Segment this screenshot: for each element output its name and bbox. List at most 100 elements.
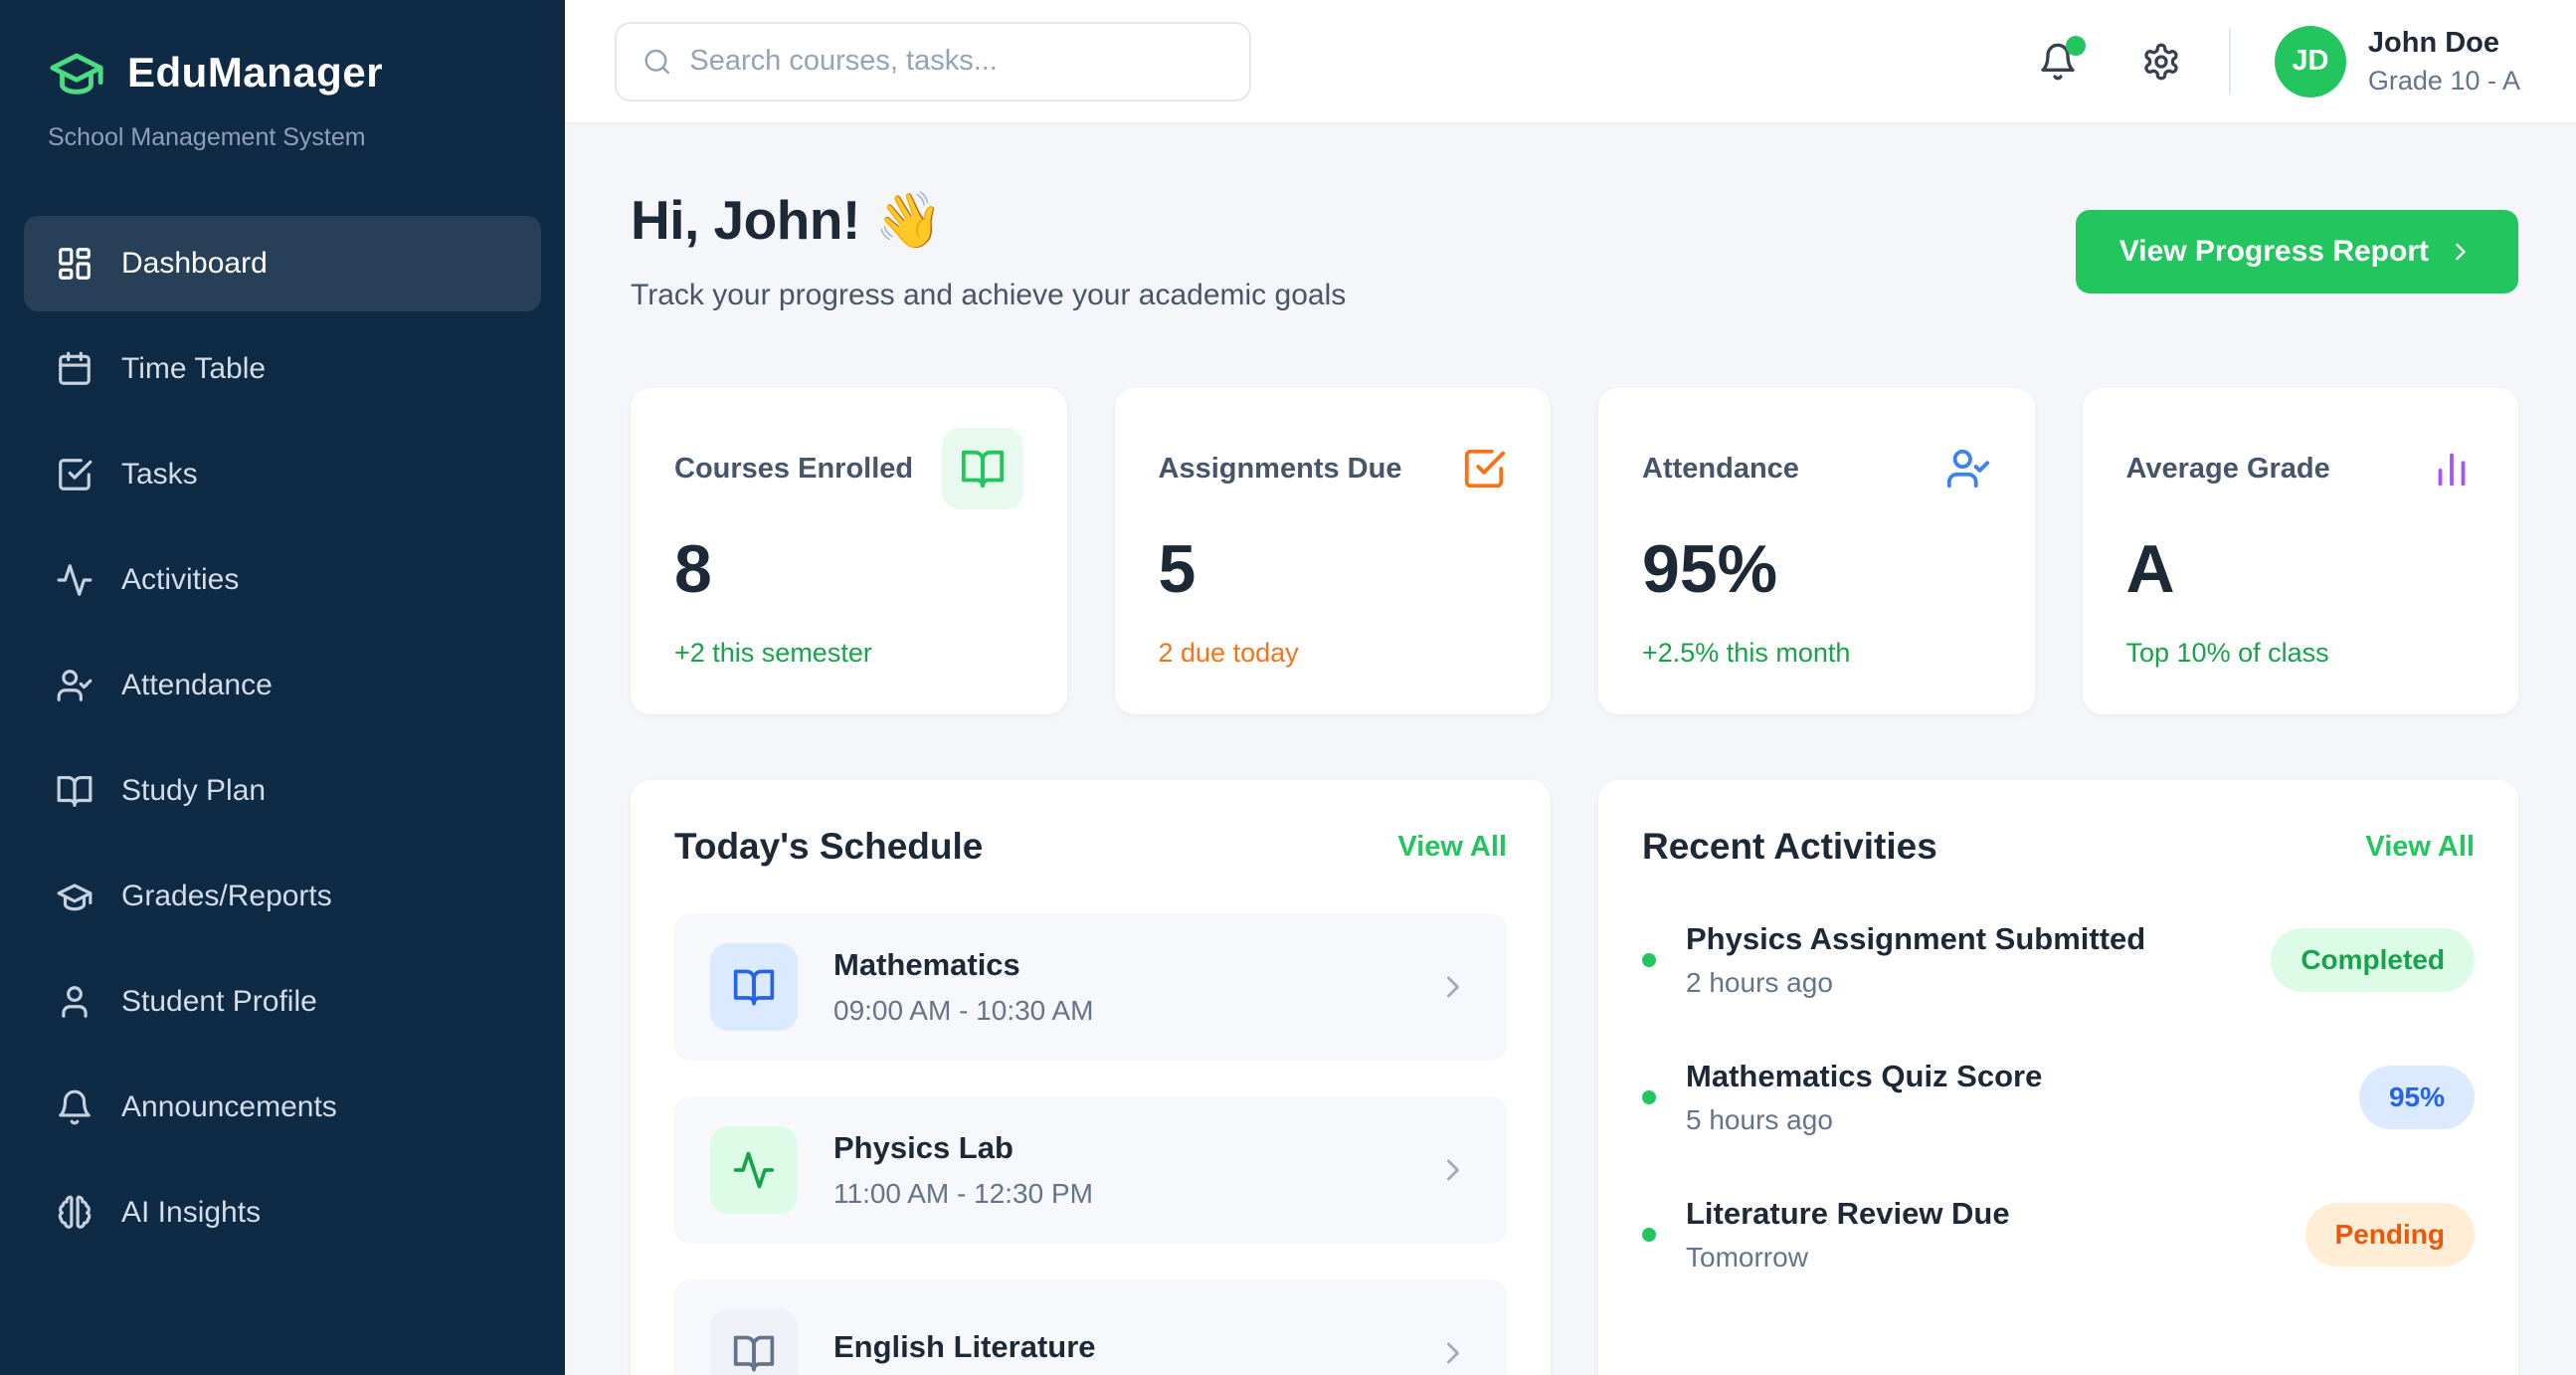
brain-icon bbox=[58, 1195, 92, 1229]
sidebar-item-grades-reports[interactable]: Grades/Reports bbox=[24, 849, 541, 944]
page-subtitle: Track your progress and achieve your aca… bbox=[631, 279, 1347, 311]
schedule-subject: Physics Lab bbox=[833, 1130, 1013, 1165]
status-badge: Pending bbox=[2304, 1203, 2475, 1267]
notification-dot bbox=[2065, 35, 2086, 56]
sidebar-item-announcements[interactable]: Announcements bbox=[24, 1060, 541, 1155]
sidebar-item-label: Time Table bbox=[121, 352, 267, 385]
user-check-icon bbox=[1946, 449, 1989, 489]
sidebar-item-tasks[interactable]: Tasks bbox=[24, 427, 541, 522]
schedule-subject: Mathematics bbox=[833, 947, 1020, 982]
schedule-item-english-literature[interactable]: English Literature bbox=[674, 1279, 1507, 1375]
panel-title: Today's Schedule bbox=[674, 826, 984, 867]
topbar: JD John Doe Grade 10 - A bbox=[565, 0, 2576, 124]
activity-title: Literature Review Due bbox=[1686, 1196, 2010, 1231]
activity-row-physics-assignment[interactable]: Physics Assignment Submitted 2 hours ago… bbox=[1642, 921, 2475, 999]
dashboard-content: Hi, John! 👋 Track your progress and achi… bbox=[565, 124, 2576, 1375]
search-icon bbox=[644, 49, 669, 74]
sidebar-item-study-plan[interactable]: Study Plan bbox=[24, 743, 541, 839]
schedule-subject: English Literature bbox=[833, 1329, 1096, 1364]
sidebar-item-label: Dashboard bbox=[121, 247, 268, 280]
status-dot bbox=[1642, 953, 1656, 967]
status-dot bbox=[1642, 1090, 1656, 1104]
search-input[interactable] bbox=[689, 45, 1223, 78]
sidebar-item-label: Grades/Reports bbox=[121, 880, 332, 912]
stat-card-courses-enrolled: Courses Enrolled 8 +2 this semester bbox=[631, 388, 1067, 714]
stat-label: Courses Enrolled bbox=[674, 452, 914, 485]
settings-button[interactable] bbox=[2137, 38, 2185, 86]
recent-activities-panel: Recent Activities View All Physics Assig… bbox=[1598, 780, 2518, 1375]
main-area: JD John Doe Grade 10 - A Hi, John! 👋 Tra… bbox=[565, 0, 2576, 1375]
stat-value: A bbox=[2125, 531, 2175, 607]
panel-title: Recent Activities bbox=[1642, 826, 1937, 867]
sidebar-nav: Dashboard Time Table Tasks Activities At… bbox=[24, 216, 541, 1261]
bell-icon bbox=[59, 1089, 91, 1125]
activity-row-mathematics-quiz[interactable]: Mathematics Quiz Score 5 hours ago 95% bbox=[1642, 1059, 2475, 1136]
sidebar-item-dashboard[interactable]: Dashboard bbox=[24, 216, 541, 311]
stat-footnote: 2 due today bbox=[1158, 638, 1299, 668]
stat-value: 8 bbox=[674, 531, 712, 607]
dashboard-icon bbox=[59, 248, 91, 280]
user-check-icon bbox=[57, 670, 92, 701]
activity-time: Tomorrow bbox=[1686, 1242, 1808, 1273]
sidebar-item-time-table[interactable]: Time Table bbox=[24, 321, 541, 417]
sidebar-item-label: Student Profile bbox=[121, 985, 317, 1018]
stat-card-average-grade: Average Grade A Top 10% of class bbox=[2082, 388, 2518, 714]
chevron-right-icon bbox=[2456, 243, 2466, 261]
sidebar-item-attendance[interactable]: Attendance bbox=[24, 638, 541, 733]
sidebar-item-label: Study Plan bbox=[121, 774, 267, 807]
stat-card-assignments-due: Assignments Due 5 2 due today bbox=[1114, 388, 1551, 714]
status-dot bbox=[1642, 1228, 1656, 1242]
activity-time: 2 hours ago bbox=[1686, 967, 1833, 998]
schedule-item-physics-lab[interactable]: Physics Lab 11:00 AM - 12:30 PM bbox=[674, 1096, 1507, 1244]
sidebar-item-label: Announcements bbox=[121, 1090, 337, 1123]
activity-title: Physics Assignment Submitted bbox=[1686, 921, 2146, 956]
sidebar-item-ai-insights[interactable]: AI Insights bbox=[24, 1165, 541, 1261]
activity-title: Mathematics Quiz Score bbox=[1686, 1059, 2043, 1093]
stat-card-attendance: Attendance 95% +2.5% this month bbox=[1598, 388, 2035, 714]
schedule-view-all-link[interactable]: View All bbox=[1397, 830, 1507, 863]
calendar-icon bbox=[59, 351, 91, 385]
brand-tagline: School Management System bbox=[48, 123, 366, 151]
sidebar: EduManager School Management System Dash… bbox=[0, 0, 565, 1375]
user-name: John Doe bbox=[2367, 26, 2500, 59]
activity-row-literature-review[interactable]: Literature Review Due Tomorrow Pending bbox=[1642, 1196, 2475, 1274]
stat-cards: Courses Enrolled 8 +2 this semester Assi… bbox=[631, 388, 2518, 714]
schedule-item-mathematics[interactable]: Mathematics 09:00 AM - 10:30 AM bbox=[674, 913, 1507, 1061]
check-square-icon bbox=[59, 459, 92, 491]
sidebar-item-label: Tasks bbox=[121, 458, 198, 491]
sidebar-item-label: AI Insights bbox=[121, 1196, 262, 1229]
sidebar-item-label: Attendance bbox=[121, 669, 273, 701]
bar-chart-icon bbox=[2438, 453, 2466, 487]
stat-value: 95% bbox=[1642, 531, 1778, 607]
chevron-right-icon bbox=[1447, 976, 1459, 998]
header-divider bbox=[2228, 28, 2231, 95]
chevron-right-icon bbox=[1447, 1342, 1459, 1364]
schedule-time: 11:00 AM - 12:30 PM bbox=[833, 1178, 1093, 1209]
brand: EduManager School Management System bbox=[24, 44, 541, 152]
stat-value: 5 bbox=[1158, 531, 1196, 607]
graduation-cap-icon bbox=[50, 53, 103, 95]
avatar[interactable]: JD bbox=[2274, 25, 2346, 98]
sidebar-item-activities[interactable]: Activities bbox=[24, 532, 541, 628]
activity-time: 5 hours ago bbox=[1686, 1104, 1833, 1135]
status-badge: 95% bbox=[2358, 1066, 2475, 1129]
notifications-button[interactable] bbox=[2034, 35, 2086, 86]
gear-icon bbox=[2144, 43, 2178, 80]
todays-schedule-panel: Today's Schedule View All Mathematics 09… bbox=[631, 780, 1551, 1375]
activity-icon bbox=[710, 1126, 798, 1214]
activity-icon bbox=[57, 564, 92, 596]
sidebar-item-student-profile[interactable]: Student Profile bbox=[24, 954, 541, 1050]
activities-view-all-link[interactable]: View All bbox=[2365, 830, 2475, 863]
view-progress-report-button[interactable]: View Progress Report bbox=[2075, 210, 2518, 294]
stat-label: Attendance bbox=[1642, 452, 1799, 485]
book-open-icon bbox=[57, 775, 92, 807]
user-icon bbox=[62, 986, 88, 1018]
chevron-right-icon bbox=[1447, 1159, 1459, 1181]
search-box[interactable] bbox=[615, 21, 1251, 101]
graduation-cap-icon bbox=[57, 884, 92, 911]
page-title: Hi, John! 👋 bbox=[631, 189, 943, 251]
sidebar-item-label: Activities bbox=[121, 563, 240, 596]
schedule-time: 09:00 AM - 10:30 AM bbox=[833, 995, 1094, 1026]
bell-icon bbox=[2041, 43, 2075, 80]
